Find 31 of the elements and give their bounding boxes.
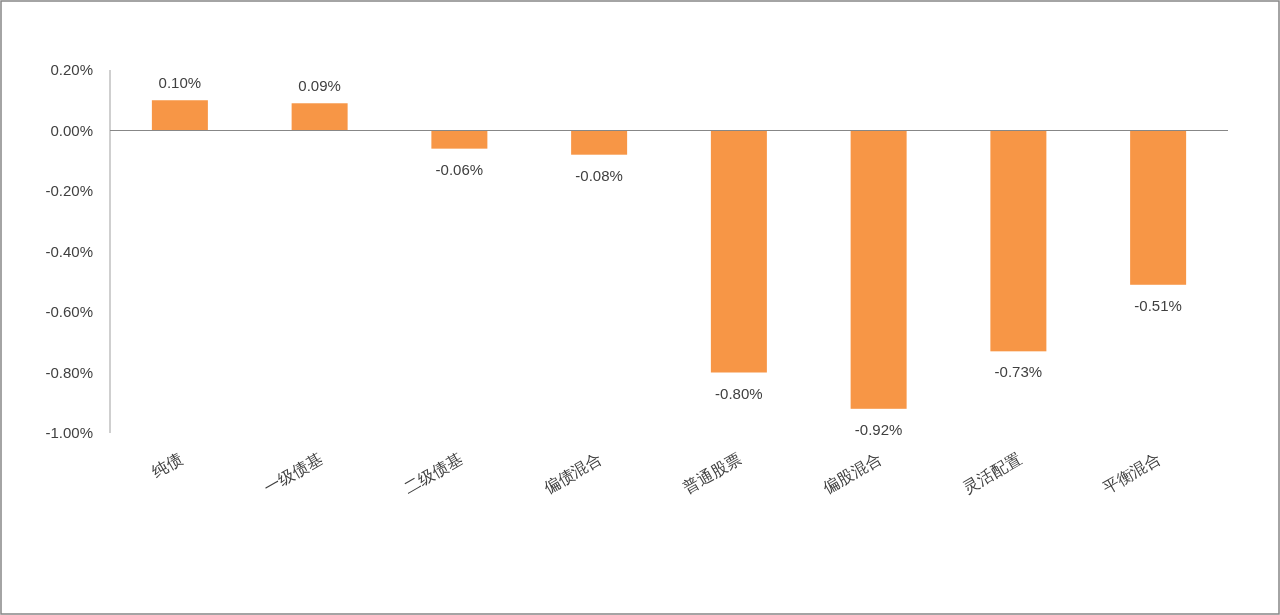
y-tick-label: -1.00% xyxy=(45,424,93,441)
bar xyxy=(710,130,767,373)
data-label: -0.51% xyxy=(1134,296,1182,314)
bar xyxy=(151,100,208,131)
bar xyxy=(291,103,348,131)
x-tick-label: 平衡混合 xyxy=(1099,449,1165,498)
data-label: -0.80% xyxy=(715,384,763,402)
bar xyxy=(431,130,488,149)
data-label: -0.73% xyxy=(994,363,1043,381)
x-tick-label: 纯债 xyxy=(148,449,186,482)
y-tick-label: -0.60% xyxy=(45,303,93,320)
data-label: -0.92% xyxy=(854,420,903,438)
y-tick-label: 0.00% xyxy=(50,121,93,139)
y-tick-label: 0.20% xyxy=(50,61,93,78)
bar xyxy=(1130,130,1187,285)
x-tick-label: 灵活配置 xyxy=(959,449,1025,498)
data-label: -0.06% xyxy=(435,160,484,178)
x-tick-label: 普通股票 xyxy=(679,449,745,498)
bar xyxy=(850,130,907,409)
data-label: -0.08% xyxy=(575,166,623,184)
y-tick-label: -0.80% xyxy=(45,363,93,381)
bar xyxy=(990,130,1047,352)
x-tick-label: 二级债基 xyxy=(400,449,466,498)
x-tick-label: 偏股混合 xyxy=(819,449,885,498)
y-tick-label: -0.40% xyxy=(45,242,93,260)
data-label: 0.10% xyxy=(158,74,202,92)
x-tick-label: 一级债基 xyxy=(260,449,326,498)
bar xyxy=(571,130,628,155)
y-tick-label: -0.20% xyxy=(45,182,93,199)
data-label: 0.09% xyxy=(298,77,341,95)
x-tick-label: 偏债混合 xyxy=(540,449,606,498)
